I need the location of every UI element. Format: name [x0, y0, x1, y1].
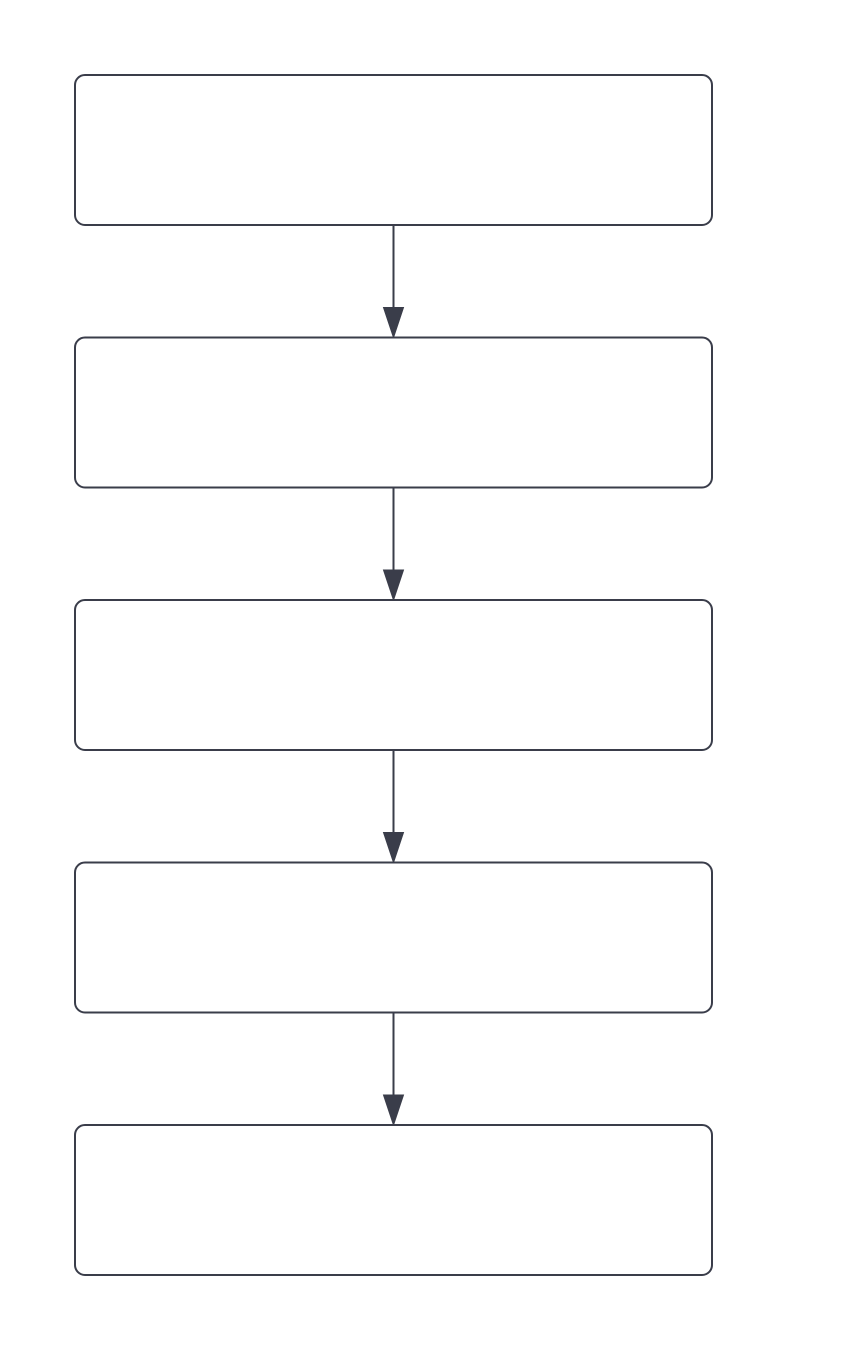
flowchart-arrow — [384, 750, 404, 863]
node-box — [75, 338, 712, 488]
arrowhead-icon — [384, 570, 404, 600]
flowchart-node — [75, 600, 712, 750]
flowchart-node — [75, 75, 712, 225]
node-box — [75, 75, 712, 225]
node-box — [75, 1125, 712, 1275]
flowchart-arrow — [384, 225, 404, 338]
flowchart-node — [75, 863, 712, 1013]
arrowhead-icon — [384, 308, 404, 338]
flowchart-arrow — [384, 1013, 404, 1126]
flowchart-node — [75, 338, 712, 488]
arrowhead-icon — [384, 833, 404, 863]
flowchart-arrow — [384, 488, 404, 601]
flowchart-node — [75, 1125, 712, 1275]
node-box — [75, 600, 712, 750]
arrowhead-icon — [384, 1095, 404, 1125]
node-box — [75, 863, 712, 1013]
